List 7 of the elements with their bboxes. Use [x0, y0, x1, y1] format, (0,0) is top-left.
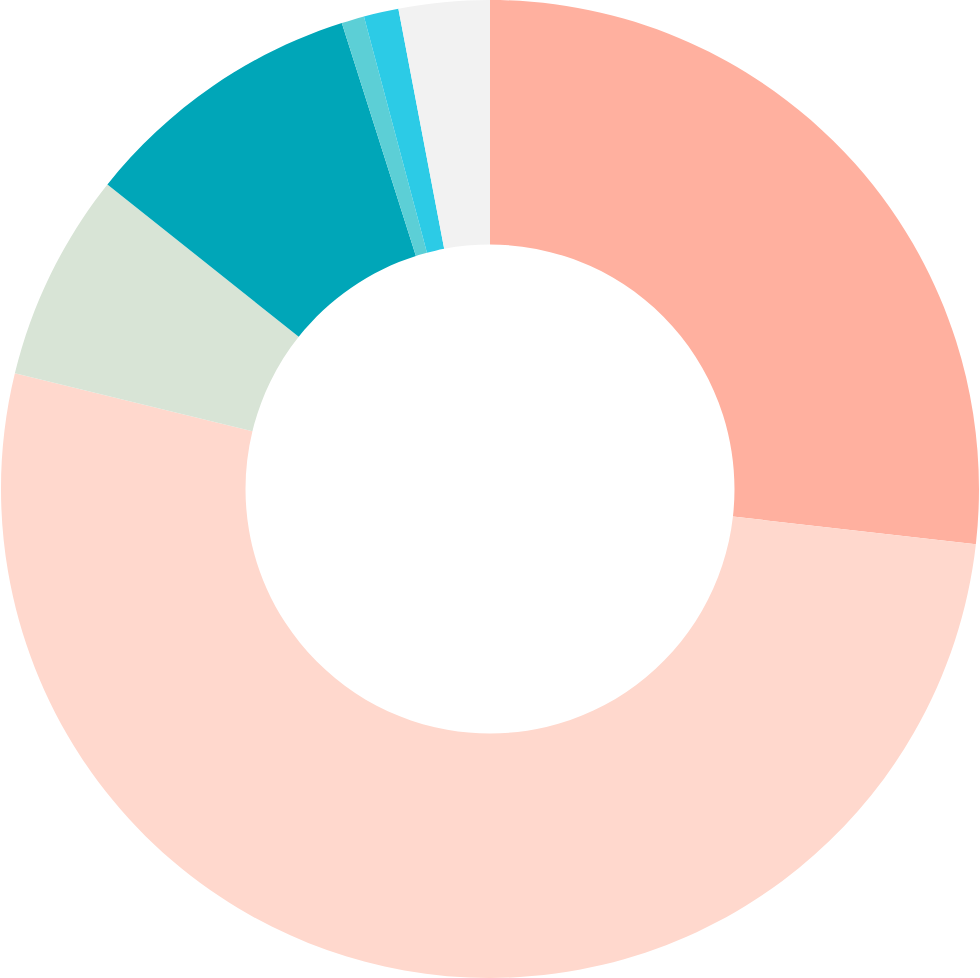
donut-slice	[398, 0, 490, 249]
donut-slice	[341, 16, 427, 256]
donut-slice	[1, 373, 976, 978]
donut-slice	[490, 0, 979, 545]
donut-slice	[107, 22, 416, 337]
donut-slice	[363, 8, 445, 253]
donut-slice	[14, 184, 299, 432]
